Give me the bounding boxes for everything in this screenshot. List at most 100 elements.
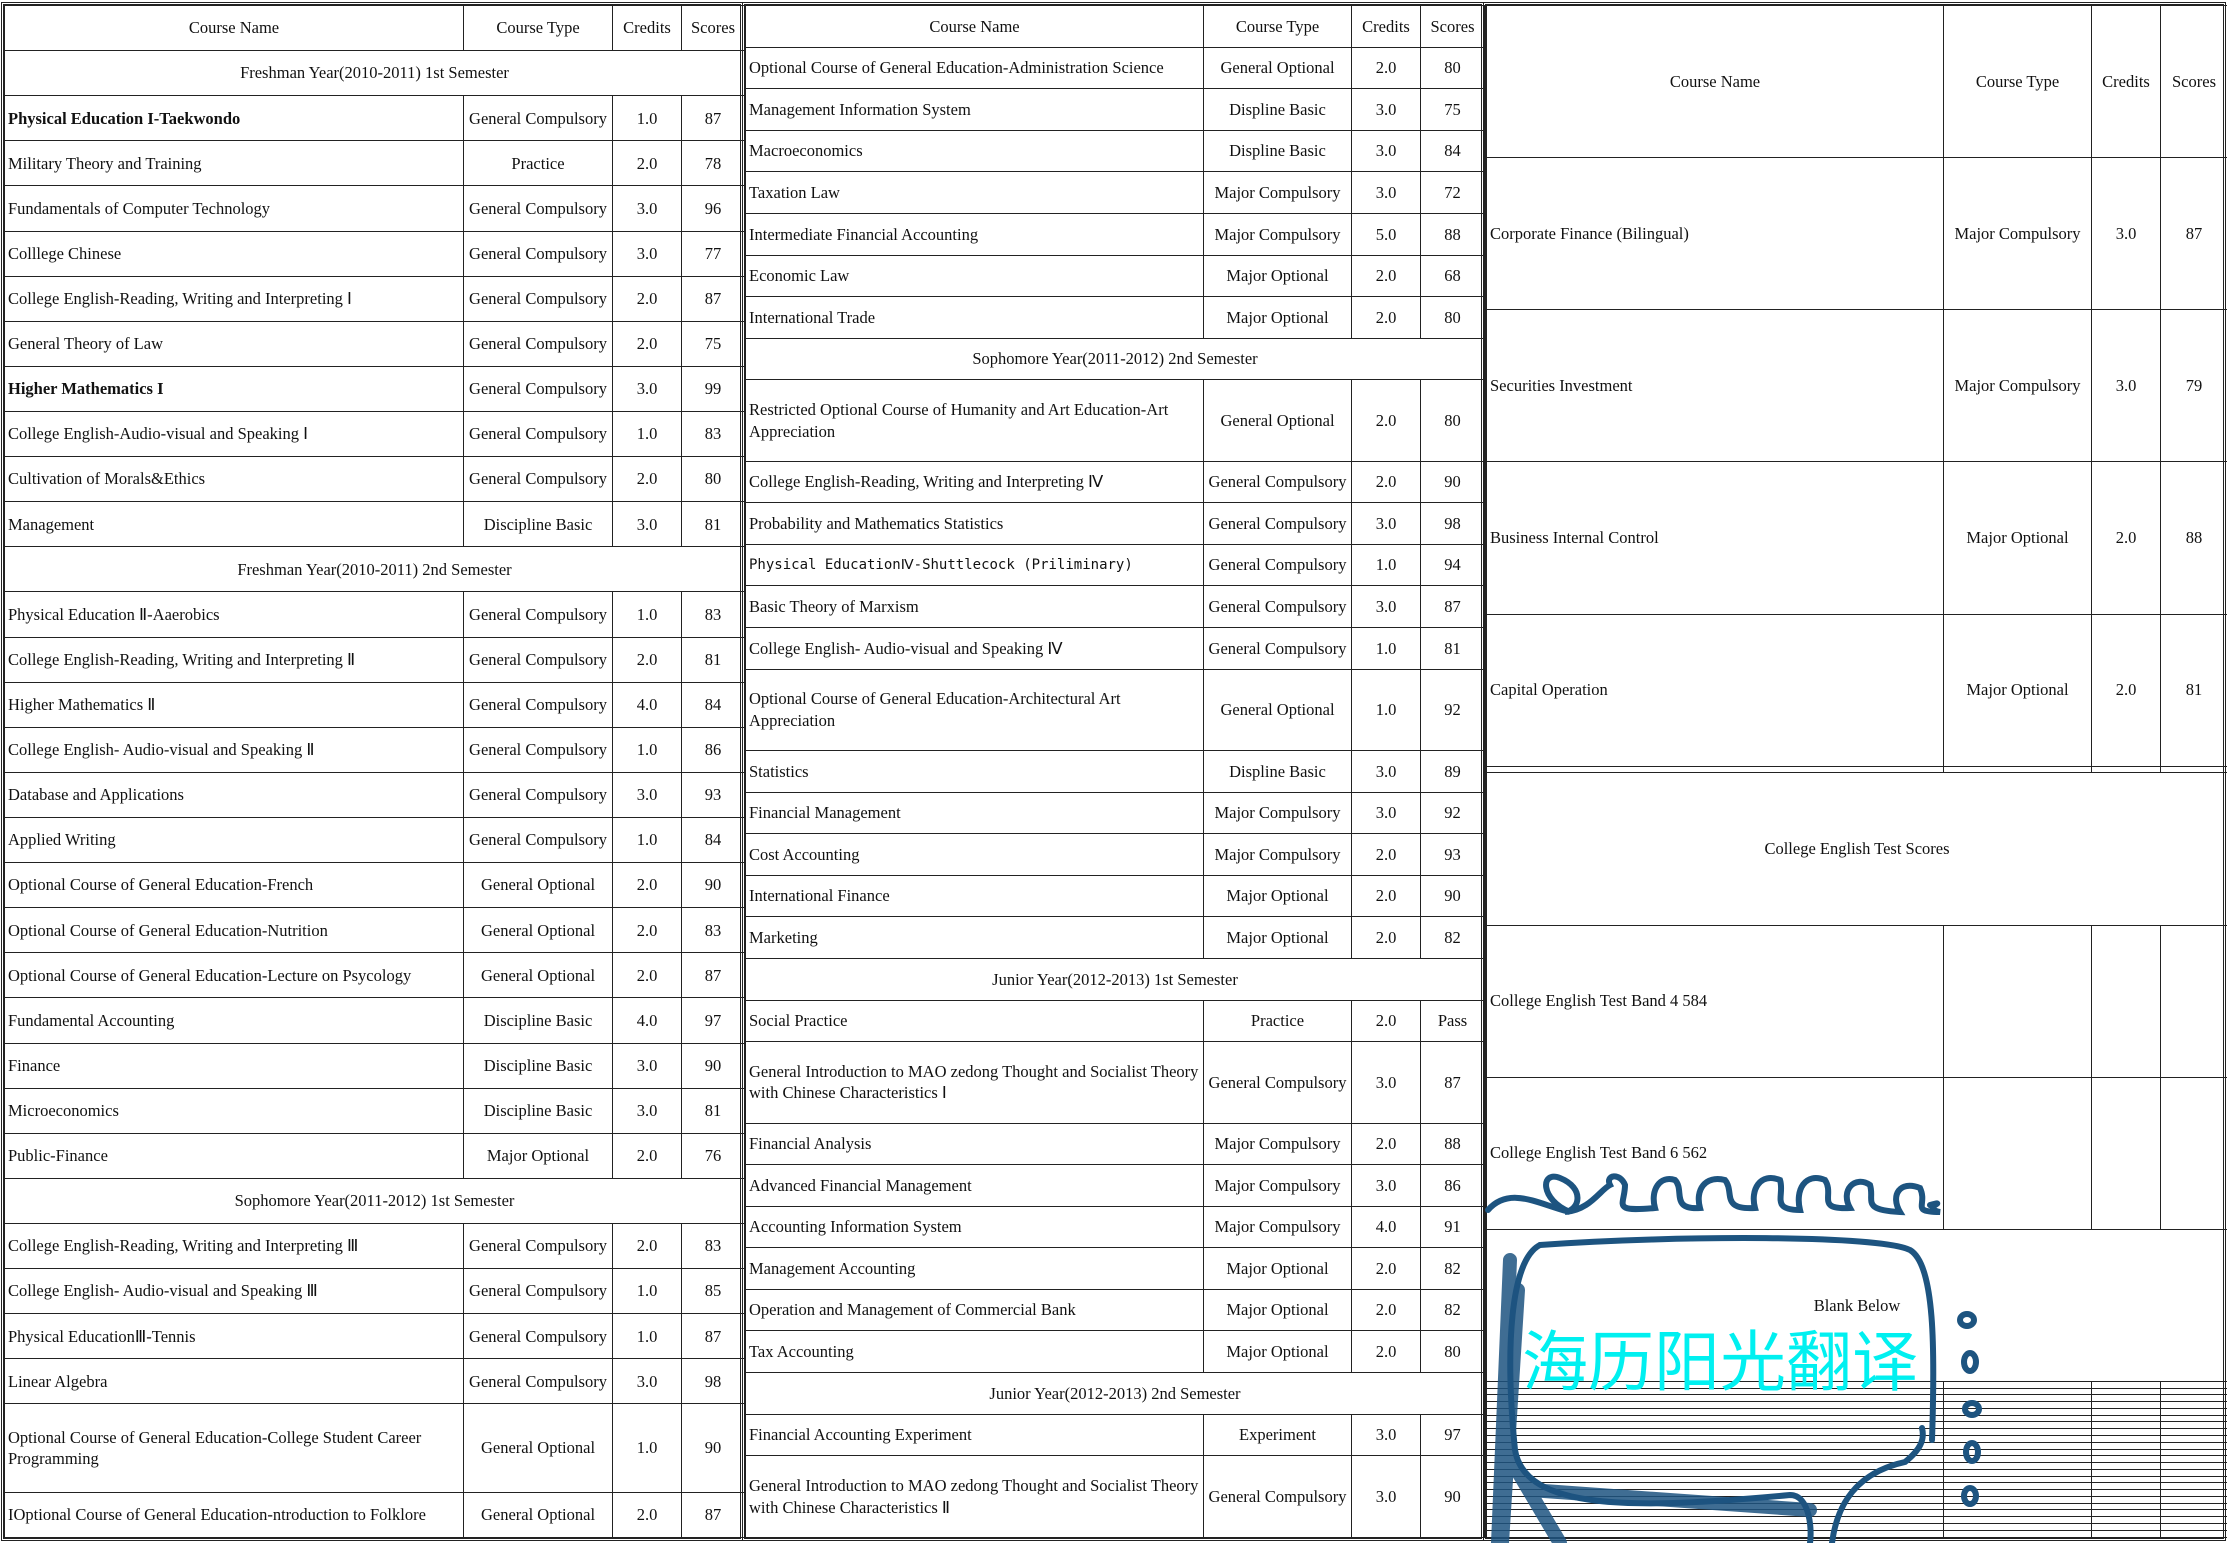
course-credits: 2.0 — [1351, 874, 1421, 918]
course-score: 87 — [1420, 585, 1485, 629]
course-name: Restricted Optional Course of Humanity a… — [745, 379, 1204, 462]
course-score — [2160, 1509, 2227, 1518]
semester-row: College English Test Scores — [1486, 772, 2227, 926]
course-type — [1943, 1482, 2092, 1491]
course-credits: 3.0 — [612, 230, 682, 277]
course-name — [1486, 1448, 1944, 1457]
course-row: College English Test Band 4 584 — [1486, 924, 2227, 1078]
course-name: Economic Law — [745, 254, 1204, 298]
course-score: 98 — [681, 1358, 745, 1405]
course-name — [1486, 1489, 1944, 1497]
course-type: General Compulsory — [463, 230, 613, 277]
course-row: Management Discipline Basic 3.0 81 — [4, 501, 745, 548]
course-score: 81 — [1420, 627, 1485, 670]
course-type: Major Optional — [1203, 874, 1352, 918]
course-row: College English Test Band 6 562 — [1486, 1076, 2227, 1230]
course-type: Major Optional — [1203, 296, 1352, 339]
course-score: 92 — [1420, 668, 1485, 752]
course-credits: 1.0 — [612, 410, 682, 458]
course-type: General Optional — [1203, 668, 1352, 752]
course-type — [1943, 1448, 2092, 1457]
course-type: Discipline Basic — [463, 501, 613, 548]
course-row — [1486, 1516, 2227, 1524]
course-credits: 2.0 — [612, 140, 682, 187]
course-credits: 2.0 — [1351, 46, 1421, 90]
course-name: Colllege Chinese — [4, 230, 464, 277]
course-credits — [2091, 1401, 2161, 1409]
course-name — [1486, 1455, 1944, 1464]
course-score: 79 — [2160, 309, 2227, 463]
header-scores: Scores — [681, 4, 745, 52]
header-course-type: Course Type — [1943, 4, 2092, 159]
course-type: Major Compulsory — [1203, 1205, 1352, 1249]
course-row — [1486, 1462, 2227, 1470]
course-type: General Compulsory — [1203, 1041, 1352, 1124]
course-credits — [2091, 1455, 2161, 1464]
course-credits: 2.0 — [1351, 916, 1421, 959]
course-score: 83 — [681, 1222, 745, 1270]
course-type: General Compulsory — [463, 1313, 613, 1360]
course-table: Course Name Course Type Credits Scores Fresh… — [4, 4, 745, 1539]
course-credits — [2091, 1516, 2161, 1524]
course-credits — [2091, 1394, 2161, 1403]
course-type — [1943, 1387, 2092, 1396]
course-type — [1943, 924, 2092, 1078]
course-score: 99 — [681, 365, 745, 412]
course-type: General Optional — [463, 1403, 613, 1493]
course-row — [1486, 1441, 2227, 1450]
semester-heading: Blank Below — [1486, 1228, 2227, 1382]
course-type: General Compulsory — [463, 275, 613, 322]
course-credits — [2091, 1529, 2161, 1539]
course-type: Displine Basic — [1203, 129, 1352, 173]
course-row: Microeconomics Discipline Basic 3.0 81 — [4, 1087, 745, 1134]
course-row: Higher Mathematics Ⅱ General Compulsory 4.… — [4, 681, 745, 728]
header-credits: Credits — [612, 4, 682, 52]
course-row: Cost Accounting Major Compulsory 2.0 93 — [745, 833, 1485, 876]
course-credits: 2.0 — [612, 636, 682, 683]
course-name — [1486, 1509, 1944, 1518]
course-type: General Compulsory — [1203, 627, 1352, 670]
course-credits: 1.0 — [612, 591, 682, 638]
course-score: 93 — [681, 771, 745, 818]
course-name — [1486, 1380, 1944, 1389]
course-name: International Finance — [745, 874, 1204, 918]
course-credits: 3.0 — [612, 1087, 682, 1134]
course-row: Optional Course of General Education-Adm… — [745, 46, 1485, 90]
course-row: Operation and Management of Commercial B… — [745, 1288, 1485, 1332]
course-row: General Theory of Law General Compulsory 2… — [4, 320, 745, 367]
course-credits: 2.0 — [1351, 1288, 1421, 1332]
course-score — [2160, 1428, 2227, 1436]
course-name: Fundamentals of Computer Technology — [4, 185, 464, 232]
course-score: 87 — [681, 275, 745, 322]
semester-row: Freshman Year(2010-2011) 1st Semester — [4, 50, 745, 97]
course-credits — [2091, 1462, 2161, 1470]
header-row: Course Name Course Type Credits Scores — [1486, 4, 2227, 159]
course-name — [1486, 1441, 1944, 1450]
course-row: Social Practice Practice 2.0 Pass — [745, 999, 1485, 1043]
course-name: Linear Algebra — [4, 1358, 464, 1405]
course-name: Database and Applications — [4, 771, 464, 818]
course-type: Major Compulsory — [1203, 1164, 1352, 1207]
course-row: Economic Law Major Optional 2.0 68 — [745, 254, 1485, 298]
course-row — [1486, 1502, 2227, 1511]
course-score: 80 — [1420, 296, 1485, 339]
course-row — [1486, 1489, 2227, 1497]
course-type — [1943, 1401, 2092, 1409]
course-type: Major Compulsory — [1203, 833, 1352, 876]
course-score: 68 — [1420, 254, 1485, 298]
course-type — [1943, 1495, 2092, 1504]
course-score — [2160, 1407, 2227, 1416]
course-name: Physical Education Ⅱ-Aaerobics — [4, 591, 464, 638]
course-row: Colllege Chinese General Compulsory 3.0 77 — [4, 230, 745, 277]
course-name — [1486, 1421, 1944, 1430]
course-score: 84 — [681, 816, 745, 864]
course-name: Optional Course of General Education-Adm… — [745, 46, 1204, 90]
course-score: 75 — [681, 320, 745, 367]
course-row: College English- Audio-visual and Speaki… — [745, 627, 1485, 670]
course-row: Capital Operation Major Optional 2.0 81 — [1486, 613, 2227, 767]
semester-row: Junior Year(2012-2013) 2nd Semester — [745, 1372, 1485, 1415]
course-row: IOptional Course of General Education-nt… — [4, 1491, 745, 1539]
course-type: Major Optional — [1203, 254, 1352, 298]
course-row: Business Internal Control Major Optional 2… — [1486, 461, 2227, 615]
course-name: Optional Course of General Education-Fre… — [4, 862, 464, 909]
